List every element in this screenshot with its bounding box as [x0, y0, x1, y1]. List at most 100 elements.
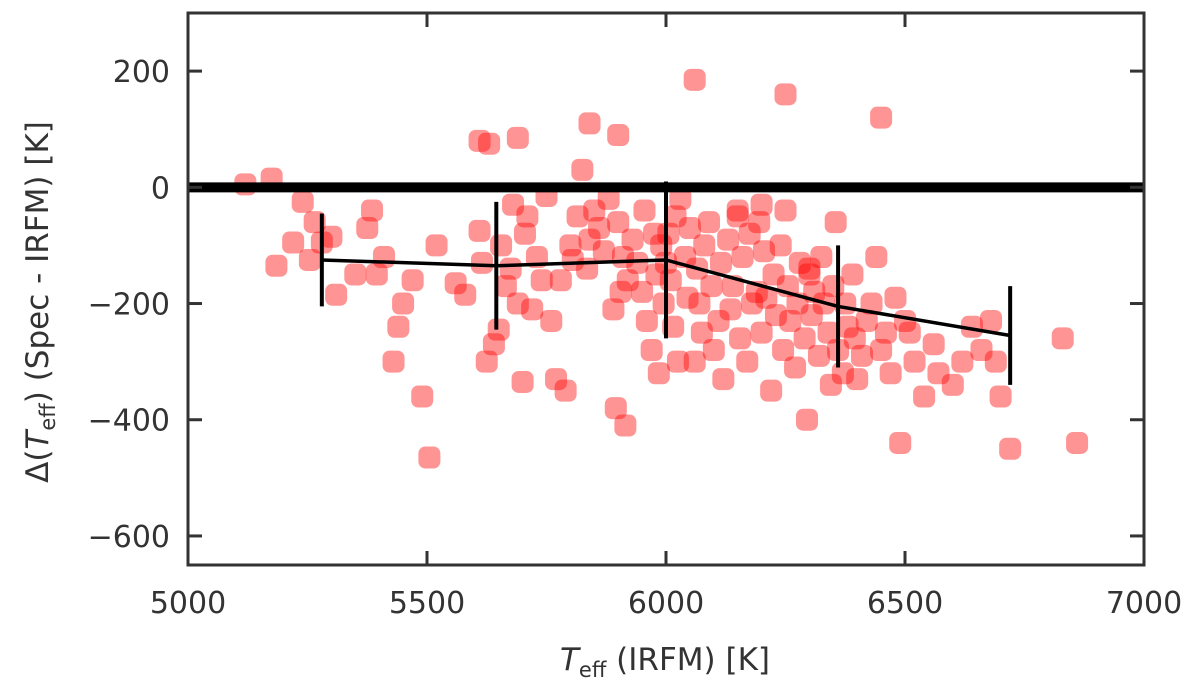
scatter-point: [490, 234, 513, 257]
x-axis-label-main: T: [560, 642, 581, 678]
scatter-point: [657, 222, 680, 245]
scatter-point: [855, 309, 878, 332]
data-points: [234, 68, 1089, 469]
scatter-point: [748, 211, 771, 234]
scatter-point: [511, 370, 534, 393]
scatter-point: [798, 263, 821, 286]
scatter-point: [726, 205, 749, 228]
scatter-point: [1066, 431, 1089, 454]
scatter-point: [702, 339, 725, 362]
scatter-point: [898, 321, 921, 344]
scatter-point: [566, 205, 589, 228]
scatter-point: [951, 350, 974, 373]
scatter-point: [984, 350, 1007, 373]
scatter-point: [683, 350, 706, 373]
scatter-point: [688, 292, 711, 315]
scatter-point: [647, 362, 670, 385]
scatter-point: [499, 257, 522, 280]
scatter-point: [583, 199, 606, 222]
scatter-point: [922, 333, 945, 356]
scatter-point: [425, 234, 448, 257]
scatter-point: [927, 362, 950, 385]
scatter-point: [571, 158, 594, 181]
scatter-point: [344, 263, 367, 286]
scatter-point: [291, 190, 314, 213]
scatter-point: [755, 286, 778, 309]
scatter-point: [846, 368, 869, 391]
scatter-point: [693, 234, 716, 257]
scatter-point: [729, 327, 752, 350]
scatter-point: [843, 327, 866, 350]
scatter-point: [865, 246, 888, 269]
scatter-point: [559, 234, 582, 257]
scatter-point: [616, 269, 639, 292]
binned-mean-series: [319, 181, 1013, 385]
scatter-point: [356, 216, 379, 239]
scatter-point: [621, 228, 644, 251]
scatter-point: [282, 231, 305, 254]
scatter-point: [836, 315, 859, 338]
scatter-point: [626, 251, 649, 274]
scatter-point: [800, 304, 823, 327]
scatter-point: [841, 263, 864, 286]
scatter-point: [666, 350, 689, 373]
scatter-point: [607, 124, 630, 147]
scatter-point: [468, 219, 491, 242]
scatter-point: [717, 228, 740, 251]
scatter-point: [807, 344, 830, 367]
scatter-point: [819, 373, 842, 396]
scatter-point: [549, 269, 572, 292]
scatter-point: [604, 397, 627, 420]
scatter-point: [712, 368, 735, 391]
scatter-point: [597, 187, 620, 210]
scatter-point: [561, 248, 584, 271]
scatter-point: [970, 339, 993, 362]
scatter-point: [879, 362, 902, 385]
x-tick-label: 5500: [389, 586, 465, 621]
scatter-point: [707, 309, 730, 332]
scatter-point: [779, 309, 802, 332]
scatter-point: [633, 199, 656, 222]
scatter-point: [690, 321, 713, 344]
y-tick-label: 0: [151, 171, 170, 206]
scatter-point: [325, 283, 348, 306]
scatter-point: [502, 193, 525, 216]
scatter-point: [989, 385, 1012, 408]
scatter-point: [999, 437, 1022, 460]
scatter-point: [540, 309, 563, 332]
scatter-point: [678, 216, 701, 239]
scatter-point: [980, 309, 1003, 332]
scatter-point: [494, 275, 517, 298]
scatter-point: [913, 385, 936, 408]
scatter-point: [774, 199, 797, 222]
y-tick-label: −400: [88, 404, 170, 439]
x-axis-label-sub: eff: [579, 658, 607, 682]
scatter-point: [726, 199, 749, 222]
scatter-point: [750, 193, 773, 216]
scatter-point: [365, 263, 388, 286]
scatter-point: [719, 298, 742, 321]
y-axis-label-sub: eff: [36, 403, 60, 431]
y-tick-label: −600: [88, 520, 170, 555]
scatter-point: [298, 248, 321, 271]
scatter-point: [884, 286, 907, 309]
scatter-point: [774, 83, 797, 106]
scatter-point: [750, 321, 773, 344]
x-axis-label: Teff (IRFM) [K]: [560, 642, 770, 682]
scatter-point: [669, 187, 692, 210]
scatter-point: [752, 240, 775, 263]
scatter-point: [614, 414, 637, 437]
scatter-point: [796, 408, 819, 431]
scatter-point: [645, 263, 668, 286]
scatter-point: [411, 385, 434, 408]
scatter-point: [788, 251, 811, 274]
scatter-point: [602, 298, 625, 321]
scatter-point: [478, 132, 501, 155]
scatter-point: [588, 216, 611, 239]
x-tick-label: 6000: [628, 586, 704, 621]
scatter-point: [640, 339, 663, 362]
scatter-point: [516, 205, 539, 228]
scatter-point: [676, 286, 699, 309]
scatter-point: [817, 321, 840, 344]
